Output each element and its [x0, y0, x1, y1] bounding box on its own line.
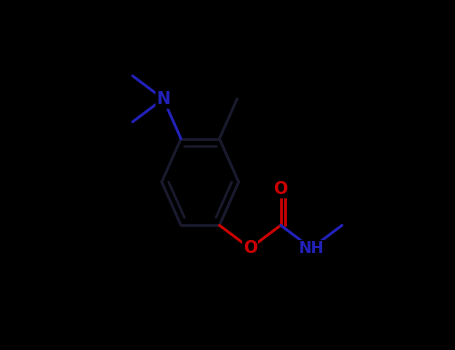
Text: O: O — [273, 180, 288, 197]
Text: N: N — [157, 90, 170, 108]
Text: O: O — [243, 239, 257, 257]
Text: NH: NH — [298, 241, 324, 256]
